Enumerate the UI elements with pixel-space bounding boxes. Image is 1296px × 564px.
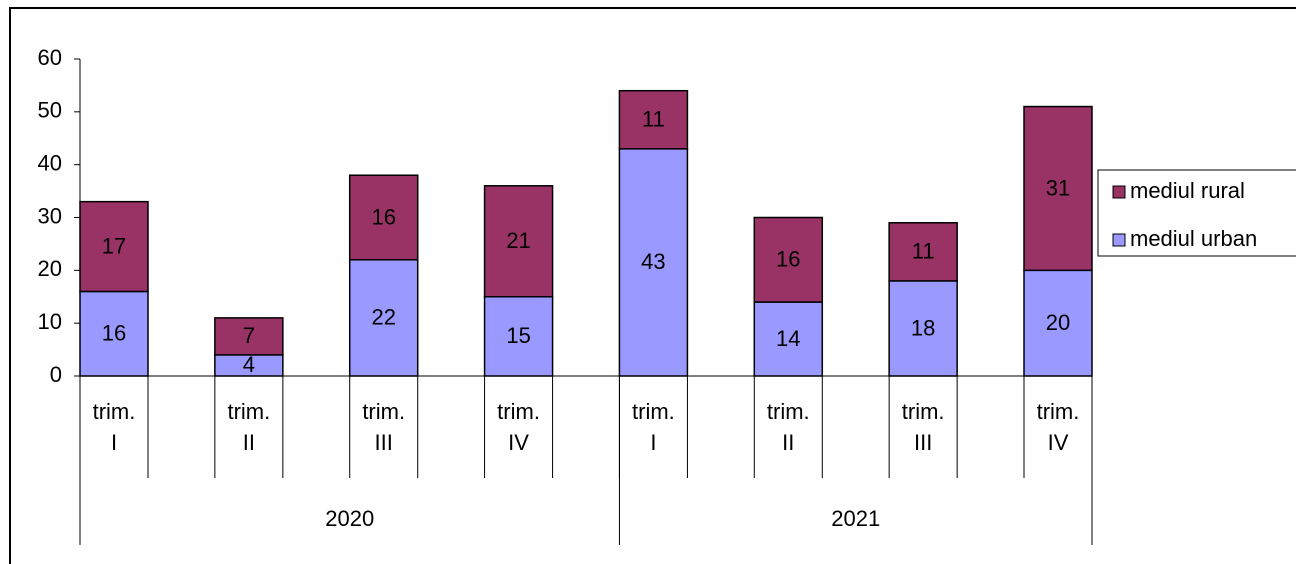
value-label: 16 xyxy=(102,321,126,346)
bar-segment xyxy=(753,216,824,303)
y-tick-label: 50 xyxy=(38,98,62,123)
x-tick-label: trim. I xyxy=(92,399,136,455)
value-label: 43 xyxy=(641,249,665,274)
bar-segment xyxy=(888,280,958,377)
legend-box xyxy=(1097,169,1296,257)
bar-segment xyxy=(348,174,419,261)
value-label: 22 xyxy=(371,305,395,330)
value-label: 31 xyxy=(1046,175,1070,200)
bar-segment xyxy=(483,296,554,377)
y-tick-label: 30 xyxy=(38,203,62,228)
y-tick-label: 60 xyxy=(38,45,62,70)
y-tick-label: 10 xyxy=(38,309,62,334)
x-tick-label: trim. III xyxy=(362,399,406,455)
value-label: 21 xyxy=(506,228,530,253)
legend-label: mediul urban xyxy=(1130,226,1257,251)
value-label: 14 xyxy=(776,326,800,351)
group-label: 2021 xyxy=(831,506,880,531)
bar-segment xyxy=(214,317,284,356)
legend-swatch xyxy=(1112,233,1126,247)
value-label: 11 xyxy=(912,239,935,264)
value-label: 18 xyxy=(911,315,935,340)
bar-segment xyxy=(79,200,149,293)
x-tick-label: trim. IV xyxy=(497,399,540,455)
bar-segment xyxy=(753,301,824,377)
value-label: 11 xyxy=(642,107,665,132)
x-tick-label: trim. II xyxy=(227,399,271,455)
value-label: 20 xyxy=(1046,310,1070,335)
bar-segment xyxy=(618,148,689,377)
x-tick-label: trim. IV xyxy=(1036,399,1080,455)
value-label: 15 xyxy=(506,323,530,348)
y-tick-label: 0 xyxy=(50,362,62,387)
bar-segment xyxy=(618,89,689,150)
bar-segment xyxy=(483,185,554,298)
x-tick-label: trim. I xyxy=(632,399,675,455)
group-label: 2020 xyxy=(325,506,374,531)
bar-segment xyxy=(1023,105,1093,272)
legend-swatch xyxy=(1112,185,1126,199)
value-label: 16 xyxy=(371,204,395,229)
bar-segment xyxy=(888,222,958,282)
x-tick-label: trim. II xyxy=(766,399,810,455)
value-label: 17 xyxy=(102,233,126,258)
chart-border xyxy=(9,7,1296,564)
value-label: 7 xyxy=(243,323,255,348)
value-label: 4 xyxy=(243,352,255,377)
y-tick-label: 40 xyxy=(38,150,62,175)
value-label: 16 xyxy=(776,247,800,272)
bar-segment xyxy=(1023,269,1093,377)
y-tick-label: 20 xyxy=(38,256,62,281)
legend-label: mediul rural xyxy=(1130,178,1245,203)
x-tick-label: trim. III xyxy=(901,399,945,455)
